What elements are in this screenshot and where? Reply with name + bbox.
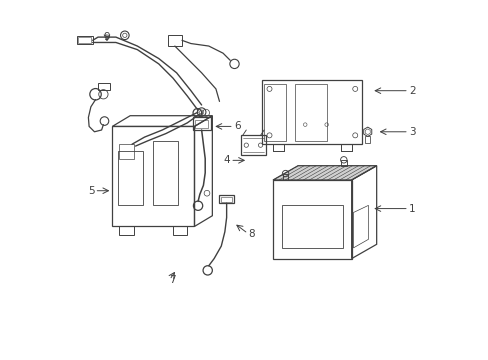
Text: 1: 1 bbox=[408, 203, 415, 213]
Text: 3: 3 bbox=[408, 127, 415, 137]
Text: 4: 4 bbox=[223, 156, 230, 165]
Text: 2: 2 bbox=[408, 86, 415, 96]
Text: 7: 7 bbox=[169, 275, 176, 285]
Text: 5: 5 bbox=[88, 186, 94, 196]
Text: 9: 9 bbox=[103, 32, 110, 42]
Text: 8: 8 bbox=[247, 229, 254, 239]
Text: 6: 6 bbox=[233, 121, 240, 131]
